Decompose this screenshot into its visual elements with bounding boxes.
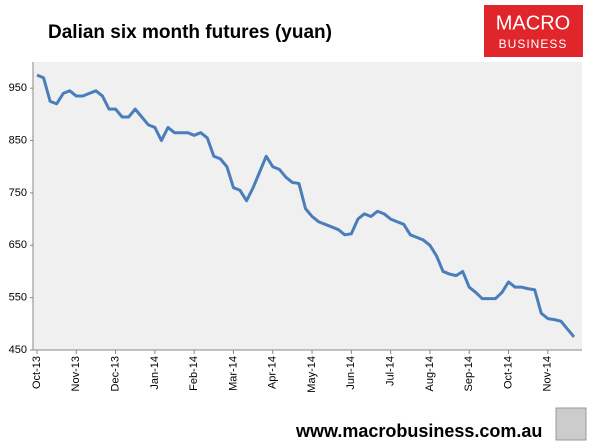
y-tick-label: 550 (9, 292, 27, 304)
x-tick-label: Oct-14 (502, 356, 514, 389)
logo-text: MACRO (496, 12, 570, 34)
x-tick-label: Feb-14 (188, 356, 200, 391)
x-tick-label: May-14 (306, 356, 318, 393)
x-tick-label: Apr-14 (267, 356, 279, 389)
line (36, 73, 576, 338)
logo-icon (555, 407, 587, 441)
x-tick-label: Jun-14 (345, 356, 357, 390)
x-tick-label: Dec-13 (109, 356, 121, 391)
y-tick-label: 850 (9, 134, 27, 146)
x-tick-label: Aug-14 (424, 356, 436, 391)
y-tick-label: 450 (9, 344, 27, 356)
logo-text: BUSINESS (499, 37, 568, 51)
x-tick-label: Nov-14 (542, 356, 554, 391)
x-tick-label: Mar-14 (227, 356, 239, 391)
logo (484, 5, 583, 57)
y-tick-label: 950 (9, 82, 27, 94)
chart-title: Dalian six month futures (yuan) (48, 22, 332, 43)
x-tick-label: Jul-14 (385, 356, 397, 386)
x-tick-label: Jan-14 (149, 356, 161, 390)
y-tick-label: 650 (9, 239, 27, 251)
y-tick-label: 750 (9, 187, 27, 199)
x-tick-label: Sep-14 (463, 356, 475, 391)
x-tick-label: Nov-13 (70, 356, 82, 391)
x-tick-label: Oct-13 (31, 356, 43, 389)
footer: www.macrobusiness.com.au (295, 421, 542, 441)
plot-area (33, 62, 582, 350)
